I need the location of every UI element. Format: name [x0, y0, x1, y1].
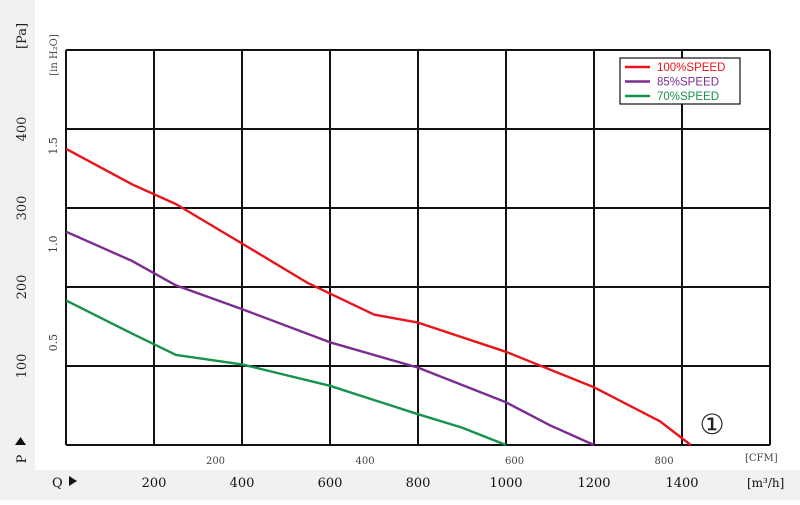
series-layer [65, 147, 692, 447]
inh2o-unit-label: [in H₂O] [49, 34, 60, 76]
m3h-tick-label: 600 [318, 476, 343, 491]
m3h-tick-label: 200 [142, 476, 167, 491]
inh2o-tick-label: 1.0 [47, 235, 60, 253]
cfm-tick-label: 400 [355, 456, 374, 467]
cfm-tick-label: 800 [655, 456, 674, 467]
pressure-arrow-icon [15, 437, 26, 445]
x-axis-band [0, 470, 800, 500]
series-line-85-speed [65, 230, 595, 447]
m3h-tick-label: 800 [406, 476, 431, 491]
legend-label: 85%SPEED [657, 77, 719, 89]
cfm-tick-label: 600 [505, 456, 524, 467]
pa-tick-label: 300 [15, 196, 30, 221]
inh2o-tick-label: 1.5 [47, 137, 60, 155]
legend-label: 70%SPEED [657, 91, 719, 103]
pa-tick-label: 100 [15, 354, 30, 379]
legend: 100%SPEED 85%SPEED 70%SPEED [619, 57, 741, 105]
m3h-tick-label: 400 [230, 476, 255, 491]
inh2o-tick-labels: 0.5 1.0 1.5 [47, 137, 60, 351]
pa-tick-label: 200 [15, 275, 30, 300]
legend-label: 100%SPEED [657, 62, 725, 74]
pa-unit-label: [Pa] [15, 23, 30, 49]
pa-tick-label: 400 [15, 117, 30, 142]
series-line-100-speed [65, 147, 692, 446]
m3h-tick-label: 1200 [577, 476, 610, 491]
curve-number-badge: ① [699, 408, 724, 441]
cfm-unit-label: [CFM] [745, 453, 778, 464]
flow-arrow-icon [69, 476, 77, 486]
pressure-symbol: P [15, 454, 30, 463]
series-line-70-speed [65, 299, 507, 447]
m3h-tick-labels: 200 400 600 800 1000 1200 1400 [142, 476, 699, 491]
flow-symbol: Q [52, 476, 63, 491]
cfm-tick-labels: 200 400 600 800 [206, 456, 674, 467]
y-axis-band [0, 0, 35, 500]
m3h-tick-label: 1400 [665, 476, 698, 491]
inh2o-tick-label: 0.5 [47, 334, 60, 352]
cfm-tick-label: 200 [206, 456, 225, 467]
m3h-tick-label: 1000 [489, 476, 522, 491]
m3h-unit-label: [m³/h] [747, 476, 784, 490]
pa-tick-labels: 100 200 300 400 [15, 117, 30, 379]
